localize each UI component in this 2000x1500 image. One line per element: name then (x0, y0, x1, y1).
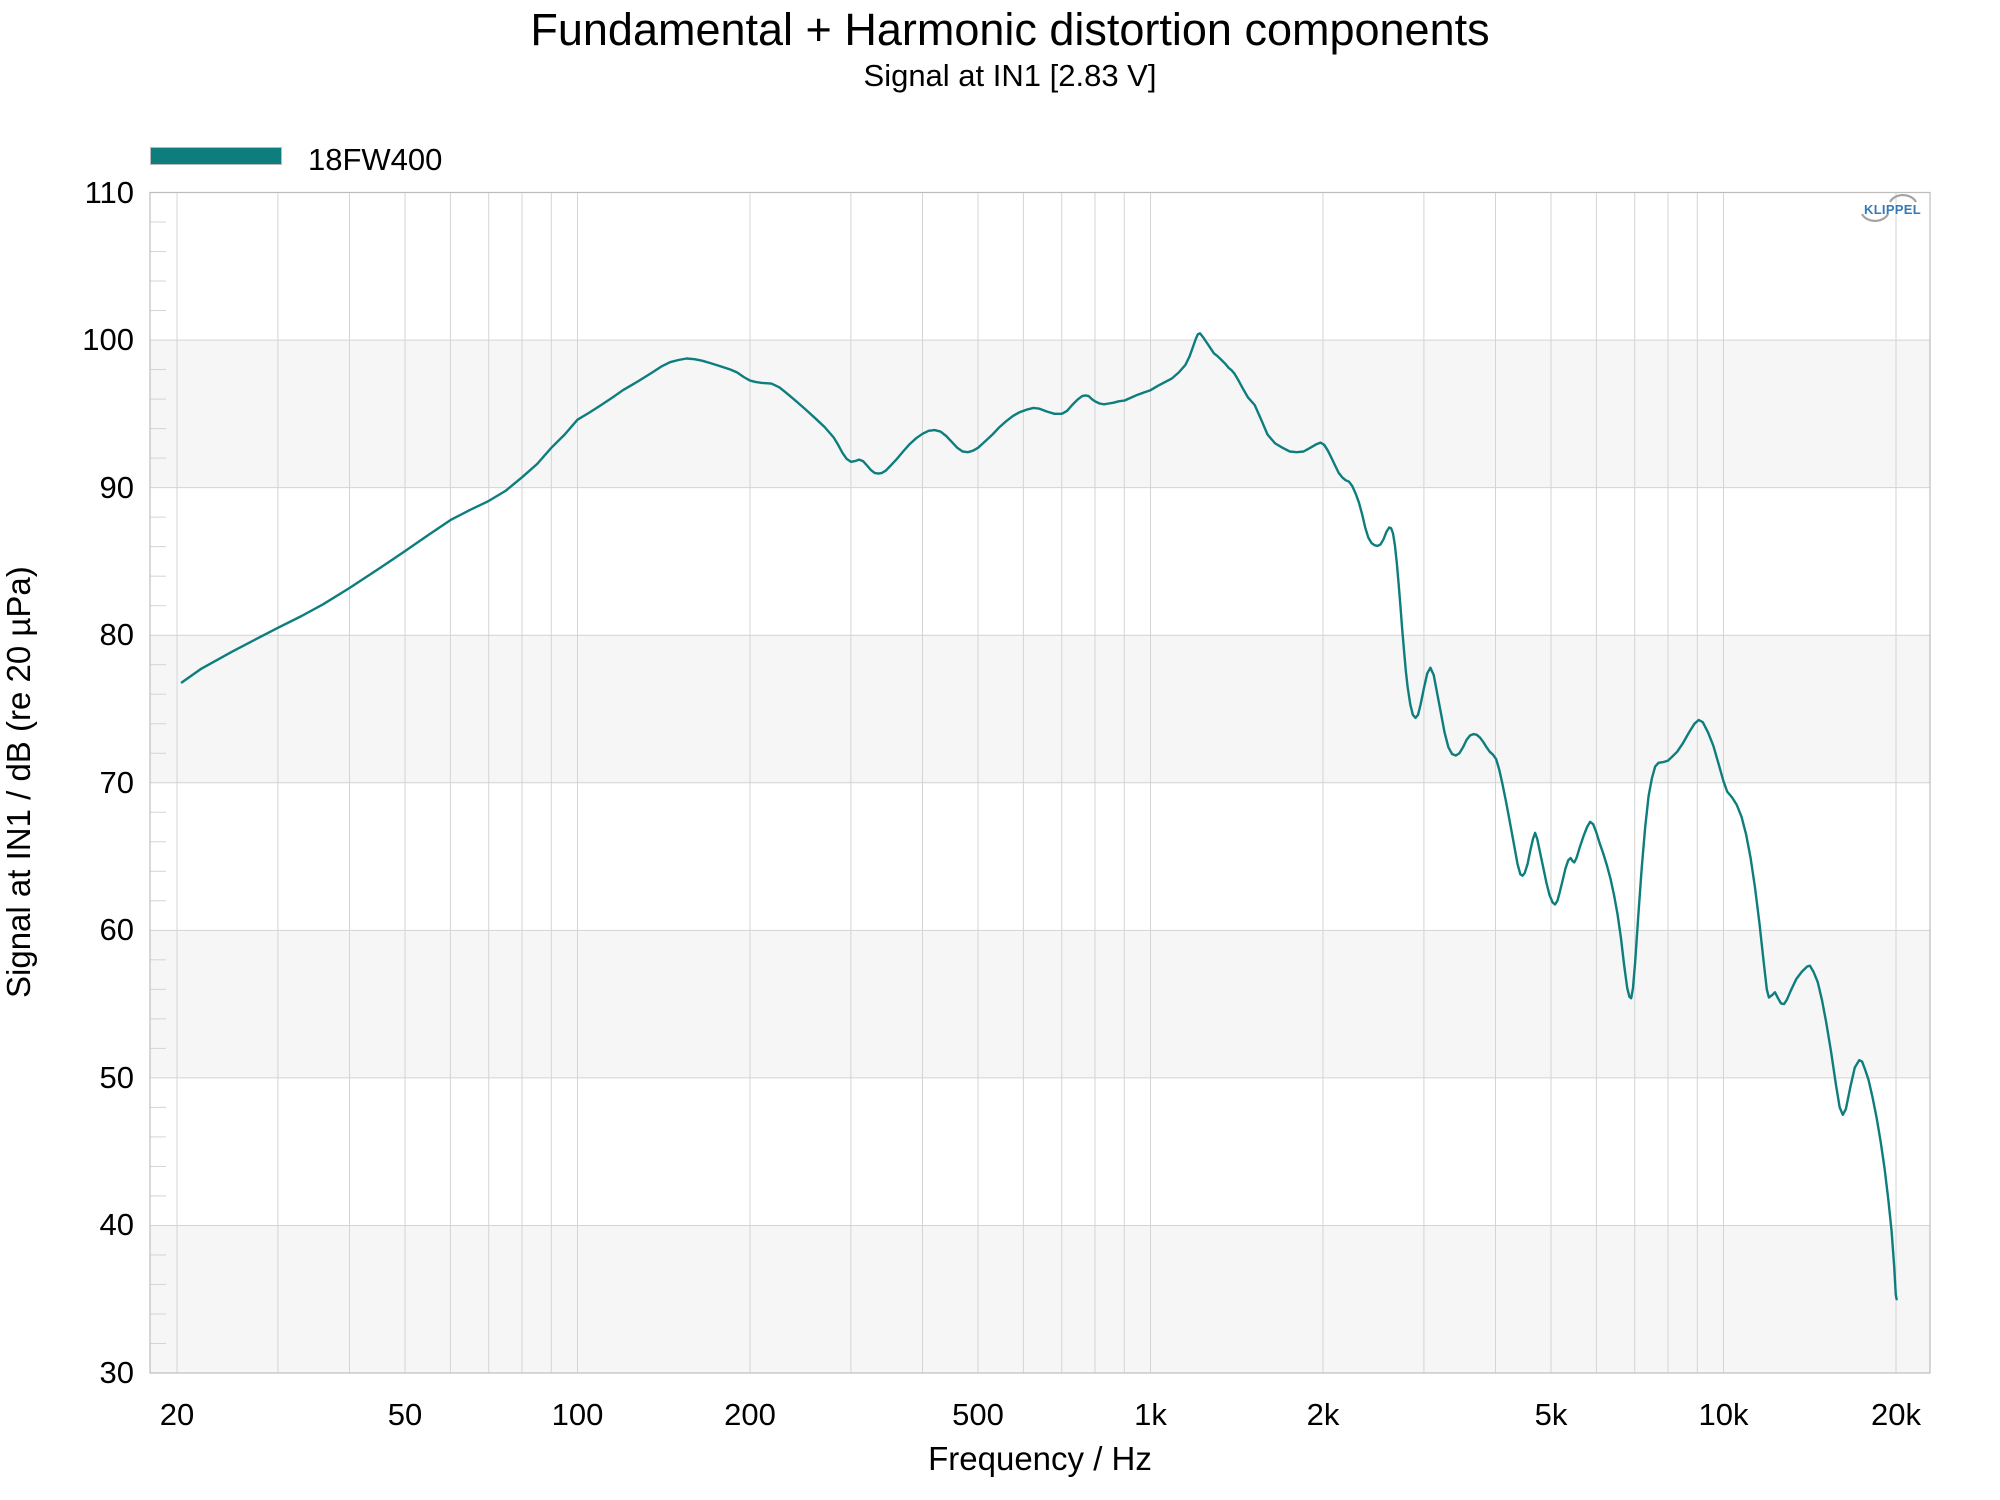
y-tick-label: 80 (99, 617, 134, 653)
x-tick-label: 5k (1534, 1397, 1568, 1432)
x-tick-label: 20 (159, 1397, 195, 1432)
y-tick-label: 40 (99, 1207, 134, 1243)
x-tick-label: 20k (1871, 1397, 1921, 1432)
y-tick-label: 100 (82, 322, 134, 358)
x-tick-label: 10k (1698, 1397, 1749, 1432)
chart-subtitle: Signal at IN1 [2.83 V] (863, 58, 1157, 93)
x-tick-label: 2k (1306, 1397, 1340, 1432)
klippel-watermark: KLIPPEL (1864, 202, 1921, 217)
plot-frame (149, 191, 1931, 1374)
shaded-band (150, 635, 1930, 783)
legend-series-swatch (150, 147, 282, 165)
x-tick-label: 500 (952, 1397, 1004, 1432)
klippel-logo-arcs-icon (1861, 194, 1917, 222)
x-tick-label: 1k (1134, 1397, 1167, 1432)
y-tick-label: 60 (99, 912, 134, 948)
y-tick-label: 30 (99, 1355, 134, 1390)
y-tick-label: 50 (99, 1059, 134, 1095)
shaded-band (150, 930, 1930, 1078)
shaded-band (150, 1225, 1930, 1373)
x-axis-title: Frequency / Hz (928, 1440, 1152, 1477)
x-tick-label: 50 (387, 1397, 423, 1432)
y-tick-label: 110 (84, 174, 134, 210)
y-tick-label: 70 (99, 764, 134, 800)
legend-series-label: 18FW400 (308, 142, 443, 177)
shaded-band (150, 340, 1930, 488)
response-curve (180, 332, 1898, 1301)
page-title: Fundamental + Harmonic distortion compon… (530, 4, 1490, 55)
x-tick-label: 200 (724, 1397, 776, 1432)
x-tick-label: 100 (551, 1397, 604, 1432)
y-tick-label: 90 (99, 469, 134, 505)
